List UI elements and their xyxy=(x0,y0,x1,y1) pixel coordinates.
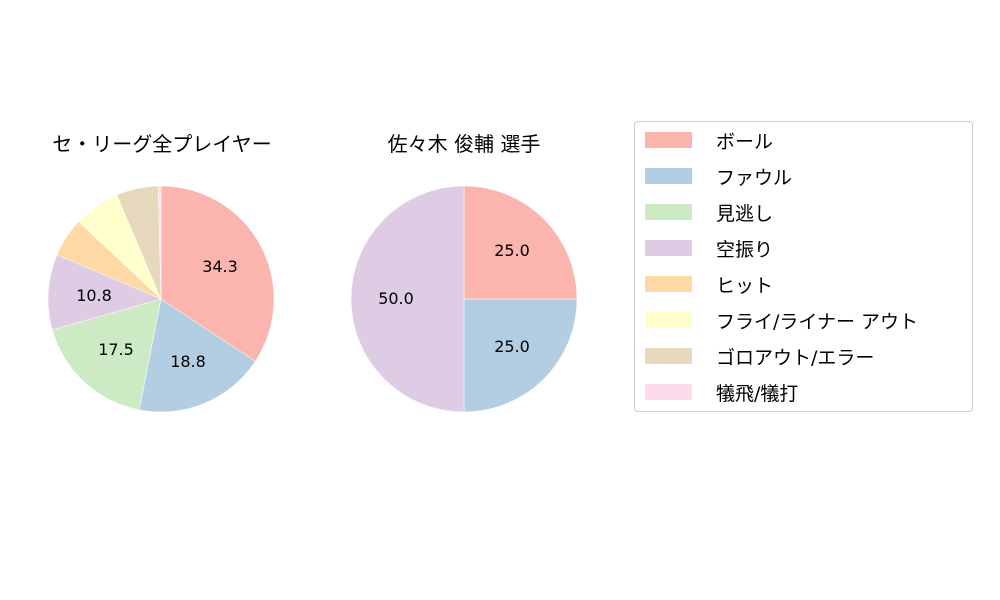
pie-slice xyxy=(157,185,162,300)
pie-slice xyxy=(47,254,162,331)
slice-label-ball: 25.0 xyxy=(494,241,530,260)
swatch xyxy=(645,348,692,364)
swatch xyxy=(645,240,692,256)
legend-item-sac: 犠飛/犠打 xyxy=(645,380,798,405)
right-chart-title: 佐々木 俊輔 選手 xyxy=(387,132,541,156)
swatch xyxy=(645,384,692,400)
pie-slice xyxy=(138,298,256,413)
pie-slice xyxy=(463,185,578,300)
legend: ボール ファウル 見逃し 空振り ヒット フライ/ライナー アウト ゴロアウト/… xyxy=(634,121,973,412)
pie-slice xyxy=(51,298,162,411)
legend-item-fly: フライ/ライナー アウト xyxy=(645,308,918,333)
swatch xyxy=(645,312,692,328)
slice-label-ball: 34.3 xyxy=(202,257,238,276)
slice-label-foul: 18.8 xyxy=(170,352,206,371)
swatch xyxy=(645,132,692,148)
left-chart-title: セ・リーグ全プレイヤー xyxy=(52,132,272,156)
legend-item-swing: 空振り xyxy=(645,236,773,261)
legend-item-miss: 見逃し xyxy=(645,200,773,225)
swatch xyxy=(645,204,692,220)
pie-slice xyxy=(350,185,465,413)
pie-slice xyxy=(463,298,578,413)
league-pie xyxy=(47,185,275,413)
slice-label-miss: 17.5 xyxy=(98,340,134,359)
swatch xyxy=(645,276,692,292)
legend-item-hit: ヒット xyxy=(645,272,773,297)
slice-label-foul: 25.0 xyxy=(494,337,530,356)
legend-item-ground: ゴロアウト/エラー xyxy=(645,344,874,369)
legend-item-foul: ファウル xyxy=(645,164,792,189)
player-pie xyxy=(350,185,578,413)
slice-label-swing: 10.8 xyxy=(76,286,112,305)
slice-label-swing: 50.0 xyxy=(378,289,414,308)
swatch xyxy=(645,168,692,184)
legend-item-ball: ボール xyxy=(645,128,773,153)
